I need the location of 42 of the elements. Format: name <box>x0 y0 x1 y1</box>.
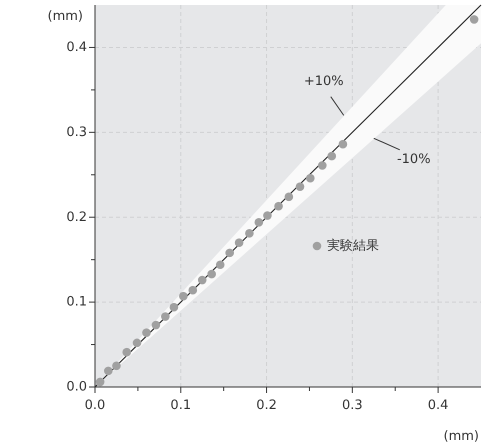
legend-label: 実験結果 <box>327 238 379 254</box>
x-tick-label: 0.1 <box>170 398 192 413</box>
point <box>274 202 283 210</box>
point <box>179 292 188 300</box>
y-tick-label: 0.3 <box>66 124 87 140</box>
point <box>284 192 294 202</box>
point <box>245 229 254 238</box>
point <box>225 248 234 258</box>
point <box>152 320 160 330</box>
point <box>254 218 264 227</box>
x-tick-label: 0.0 <box>84 398 106 413</box>
annotation: -10% <box>396 152 431 167</box>
point <box>318 161 327 170</box>
point <box>207 270 216 278</box>
point <box>263 211 272 220</box>
point <box>188 286 198 295</box>
point <box>104 366 113 376</box>
y-tick-label: 0.2 <box>66 210 87 225</box>
point <box>161 312 170 321</box>
point <box>198 276 207 284</box>
annotation: +10% <box>304 74 344 89</box>
point <box>234 238 244 247</box>
point <box>327 152 336 160</box>
point <box>338 140 348 149</box>
x-tick-label: 0.2 <box>256 398 277 413</box>
point <box>132 338 142 348</box>
point <box>96 378 104 386</box>
y-axis-title: (mm) <box>48 9 83 24</box>
point <box>306 174 315 182</box>
y-tick-label: 0.4 <box>66 40 87 56</box>
y-tick-label: 0.1 <box>66 294 87 310</box>
x-axis-title: (mm) <box>444 429 479 444</box>
point <box>112 361 121 370</box>
y-tick-label: 0.0 <box>66 380 87 395</box>
point <box>170 302 178 312</box>
point <box>216 260 225 270</box>
x-tick-label: 0.4 <box>428 398 448 413</box>
point <box>470 15 478 24</box>
x-tick-label: 0.3 <box>342 398 363 413</box>
point <box>142 328 151 337</box>
point <box>122 348 132 356</box>
point <box>296 182 304 191</box>
